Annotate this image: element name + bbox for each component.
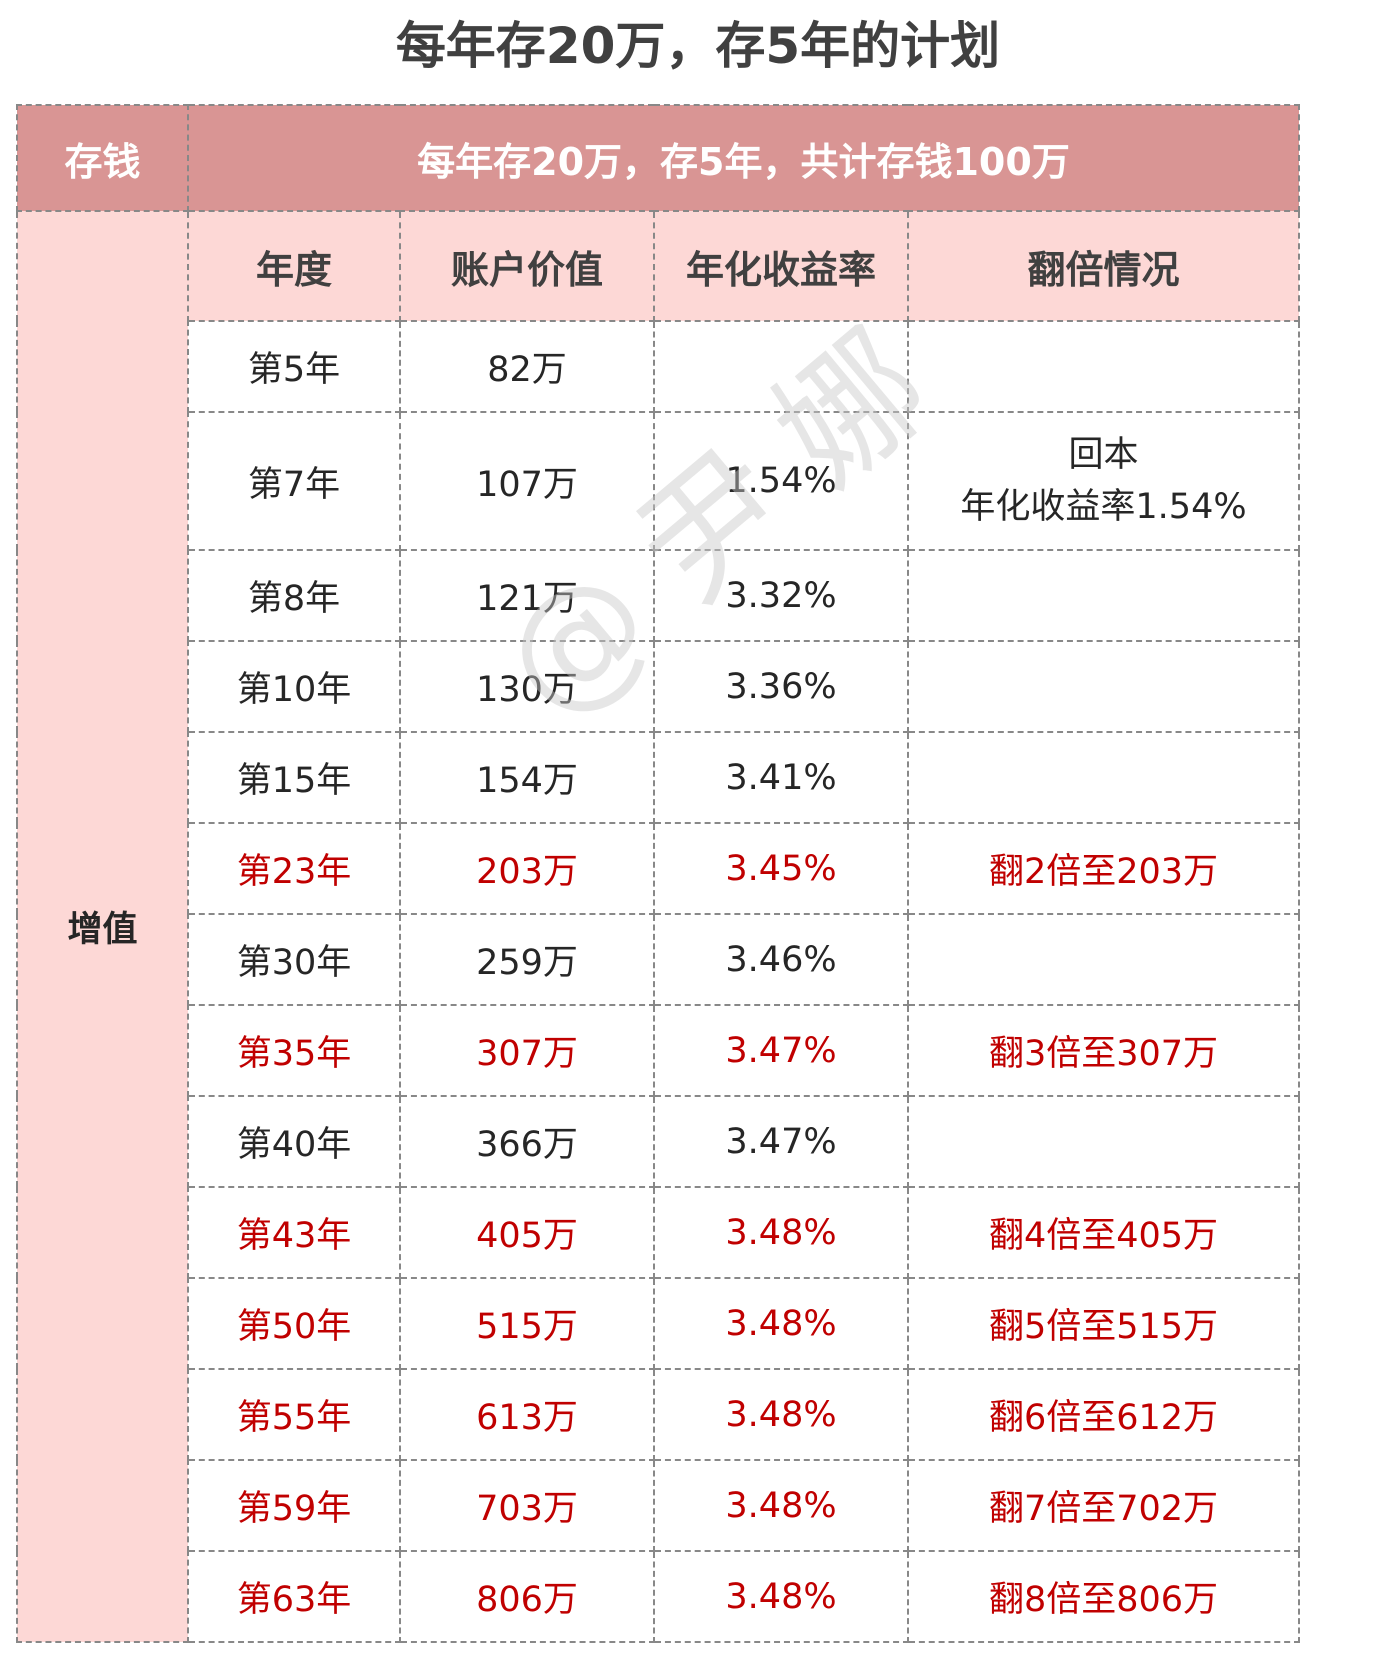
cell-year: 第35年 [187, 1004, 401, 1097]
side-label: 增值 [16, 210, 189, 1643]
cell-year: 第30年 [187, 913, 401, 1006]
cell-value: 703万 [399, 1459, 655, 1552]
cell-note: 翻8倍至806万 [907, 1550, 1300, 1643]
cell-year: 第10年 [187, 640, 401, 733]
table-row: 第30年 259万 3.46% [17, 913, 1300, 1006]
cell-rate: 3.47% [653, 1004, 909, 1097]
table-row-highlight: 第23年 203万 3.45% 翻2倍至203万 [17, 822, 1300, 915]
cell-year: 第5年 [187, 320, 401, 413]
cell-year: 第59年 [187, 1459, 401, 1552]
cell-year: 第23年 [187, 822, 401, 915]
table-row-highlight: 第43年 405万 3.48% 翻4倍至405万 [17, 1186, 1300, 1279]
cell-note: 翻2倍至203万 [907, 822, 1300, 915]
column-header-double: 翻倍情况 [907, 210, 1300, 322]
cell-value: 107万 [399, 411, 655, 551]
cell-value: 515万 [399, 1277, 655, 1370]
cell-rate: 3.48% [653, 1186, 909, 1279]
cell-year: 第50年 [187, 1277, 401, 1370]
savings-plan-table: 存钱 每年存20万，存5年，共计存钱100万 增值 年度 账户价值 年化收益率 … [16, 104, 1300, 1643]
cell-value: 154万 [399, 731, 655, 824]
cell-rate: 3.48% [653, 1550, 909, 1643]
cell-note: 翻6倍至612万 [907, 1368, 1300, 1461]
header-row-summary: 存钱 每年存20万，存5年，共计存钱100万 [16, 104, 1300, 212]
cell-note [907, 1095, 1300, 1188]
cell-rate: 3.48% [653, 1459, 909, 1552]
table-row: 第40年 366万 3.47% [17, 1095, 1300, 1188]
table-row: 第5年 82万 [17, 320, 1300, 413]
note-line-1: 回本 [1068, 435, 1139, 475]
cell-note [907, 731, 1300, 824]
cell-note: 翻4倍至405万 [907, 1186, 1300, 1279]
cell-value: 613万 [399, 1368, 655, 1461]
page-title: 每年存20万，存5年的计划 [395, 17, 1001, 75]
table-row: 第10年 130万 3.36% [17, 640, 1300, 733]
column-header-rate: 年化收益率 [653, 210, 909, 322]
cell-value: 366万 [399, 1095, 655, 1188]
cell-note: 翻5倍至515万 [907, 1277, 1300, 1370]
cell-note [907, 549, 1300, 642]
cell-rate [653, 320, 909, 413]
table-row: 第15年 154万 3.41% [17, 731, 1300, 824]
cell-rate: 3.47% [653, 1095, 909, 1188]
cell-rate: 3.48% [653, 1277, 909, 1370]
table-row-highlight: 第50年 515万 3.48% 翻5倍至515万 [17, 1277, 1300, 1370]
cell-value: 405万 [399, 1186, 655, 1279]
cell-value: 82万 [399, 320, 655, 413]
cell-value: 121万 [399, 549, 655, 642]
cell-year: 第55年 [187, 1368, 401, 1461]
cell-rate: 1.54% [653, 411, 909, 551]
cell-year: 第40年 [187, 1095, 401, 1188]
cell-year: 第63年 [187, 1550, 401, 1643]
cell-year: 第7年 [187, 411, 401, 551]
cell-year: 第8年 [187, 549, 401, 642]
table-row-highlight: 第55年 613万 3.48% 翻6倍至612万 [17, 1368, 1300, 1461]
table-row-highlight: 第35年 307万 3.47% 翻3倍至307万 [17, 1004, 1300, 1097]
cell-value: 806万 [399, 1550, 655, 1643]
column-header-value: 账户价值 [399, 210, 655, 322]
cell-note [907, 913, 1300, 1006]
header-summary: 每年存20万，存5年，共计存钱100万 [187, 104, 1300, 212]
cell-value: 259万 [399, 913, 655, 1006]
cell-rate: 3.32% [653, 549, 909, 642]
cell-year: 第43年 [187, 1186, 401, 1279]
cell-note: 翻3倍至307万 [907, 1004, 1300, 1097]
cell-rate: 3.45% [653, 822, 909, 915]
cell-rate: 3.46% [653, 913, 909, 1006]
column-header-year: 年度 [187, 210, 401, 322]
table-row-highlight: 第59年 703万 3.48% 翻7倍至702万 [17, 1459, 1300, 1552]
table-row: 第8年 121万 3.32% [17, 549, 1300, 642]
column-header-row: 增值 年度 账户价值 年化收益率 翻倍情况 [16, 210, 1300, 1643]
cell-note [907, 320, 1300, 413]
table-row: 第7年 107万 1.54% 回本 年化收益率1.54% [17, 411, 1300, 551]
header-left-label: 存钱 [16, 104, 189, 212]
table-row-highlight: 第63年 806万 3.48% 翻8倍至806万 [17, 1550, 1300, 1643]
cell-value: 307万 [399, 1004, 655, 1097]
note-line-2: 年化收益率1.54% [960, 487, 1247, 527]
cell-note: 翻7倍至702万 [907, 1459, 1300, 1552]
cell-value: 130万 [399, 640, 655, 733]
cell-rate: 3.36% [653, 640, 909, 733]
cell-note [907, 640, 1300, 733]
cell-rate: 3.41% [653, 731, 909, 824]
cell-note: 回本 年化收益率1.54% [907, 411, 1300, 551]
cell-value: 203万 [399, 822, 655, 915]
cell-year: 第15年 [187, 731, 401, 824]
cell-rate: 3.48% [653, 1368, 909, 1461]
